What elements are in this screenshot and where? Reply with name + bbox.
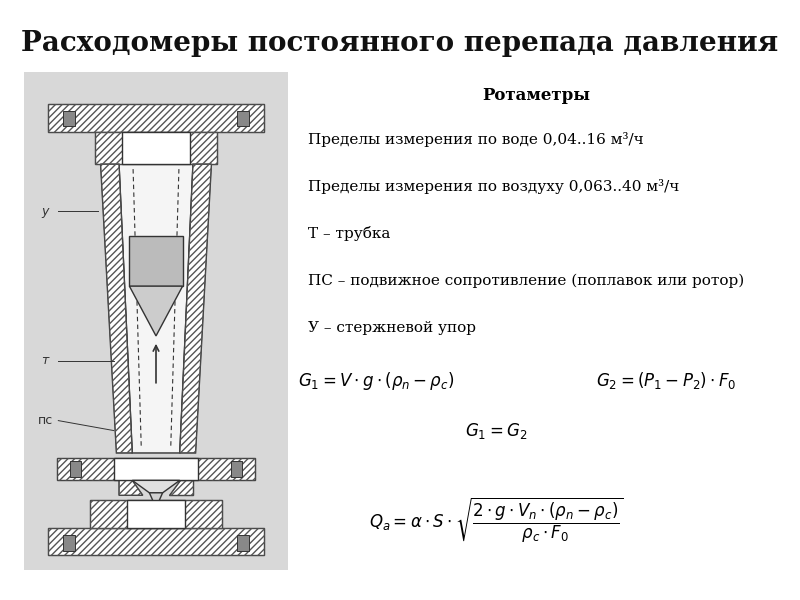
Bar xyxy=(230,461,242,477)
Bar xyxy=(48,527,264,555)
Bar xyxy=(237,110,249,126)
Bar xyxy=(63,110,75,126)
Bar xyxy=(127,500,185,527)
Text: $G_1 = V \cdot g \cdot (\rho_n - \rho_c)$: $G_1 = V \cdot g \cdot (\rho_n - \rho_c)… xyxy=(298,370,454,392)
Text: т: т xyxy=(42,355,49,367)
Text: ПС – подвижное сопротивление (поплавок или ротор): ПС – подвижное сопротивление (поплавок и… xyxy=(308,274,744,288)
Text: Пределы измерения по воде 0,04..16 м³/ч: Пределы измерения по воде 0,04..16 м³/ч xyxy=(308,132,643,147)
Text: Расходомеры постоянного перепада давления: Расходомеры постоянного перепада давлени… xyxy=(22,30,778,57)
Bar xyxy=(130,236,182,286)
Bar xyxy=(122,132,190,164)
Polygon shape xyxy=(180,164,211,453)
Polygon shape xyxy=(150,493,162,508)
Text: Т – трубка: Т – трубка xyxy=(308,226,390,241)
Text: Пределы измерения по воздуху 0,063..40 м³/ч: Пределы измерения по воздуху 0,063..40 м… xyxy=(308,179,679,194)
Text: у: у xyxy=(42,205,49,218)
Polygon shape xyxy=(130,286,182,336)
Bar xyxy=(70,461,82,477)
Bar xyxy=(57,458,255,481)
Text: У – стержневой упор: У – стержневой упор xyxy=(308,321,476,335)
Text: $G_2 = (P_1 - P_2) \cdot F_0$: $G_2 = (P_1 - P_2) \cdot F_0$ xyxy=(595,370,736,391)
Bar xyxy=(114,458,198,481)
Bar xyxy=(95,132,217,164)
Text: пс: пс xyxy=(38,414,53,427)
Bar xyxy=(48,104,264,132)
Text: $G_1 = G_2$: $G_1 = G_2$ xyxy=(465,421,527,440)
Polygon shape xyxy=(132,481,180,493)
Bar xyxy=(57,458,255,481)
Text: $Q_a = \alpha \cdot S \cdot \sqrt{\dfrac{2 \cdot g \cdot V_n \cdot (\rho_n - \rh: $Q_a = \alpha \cdot S \cdot \sqrt{\dfrac… xyxy=(369,496,624,545)
Polygon shape xyxy=(170,481,193,496)
Text: Ротаметры: Ротаметры xyxy=(482,87,590,104)
Bar xyxy=(48,104,264,132)
Bar xyxy=(63,535,75,551)
Bar xyxy=(95,132,217,164)
Bar xyxy=(90,500,222,527)
Bar xyxy=(90,500,222,527)
Polygon shape xyxy=(119,481,143,496)
Bar xyxy=(237,535,249,551)
Bar xyxy=(48,527,264,555)
Polygon shape xyxy=(101,164,132,453)
Polygon shape xyxy=(119,164,193,453)
